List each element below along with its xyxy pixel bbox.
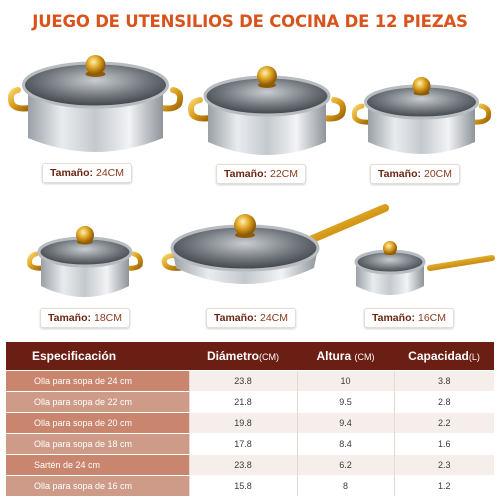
header-especificacion: Especificación [6,342,189,370]
table-row: Sartén de 24 cm 23.8 6.2 2.3 [6,453,494,475]
table-header-row: Especificación Diámetro(CM) Altura (CM) … [6,342,494,370]
header-diametro: Diámetro(CM) [189,342,297,370]
saucepan-16cm-icon [354,241,495,295]
size-label-22cm: Tamaño: 22CM [216,164,306,184]
stockpot-20cm-icon [351,77,492,154]
page-title: JUEGO DE UTENSILIOS DE COCINA DE 12 PIEZ… [32,12,468,31]
table-row: Olla para sopa de 16 cm 15.8 8 1.2 [6,474,494,496]
header-capacidad: Capacidad(L) [394,342,494,370]
stockpot-18cm-icon [27,226,143,297]
table-row: Olla para sopa de 20 cm 19.8 9.4 2.2 [6,411,494,433]
table-row: Olla para sopa de 18 cm 17.8 8.4 1.6 [6,432,494,454]
specification-table: Especificación Diámetro(CM) Altura (CM) … [6,342,494,496]
size-label-24cm: Tamaño: 24CM [42,163,132,183]
stockpot-22cm-icon [188,66,346,155]
size-label-16cm: Tamaño: 16CM [364,308,454,328]
table-row: Olla para sopa de 22 cm 21.8 9.5 2.8 [6,390,494,412]
header-altura: Altura (CM) [297,342,394,370]
stockpot-24cm-icon [8,55,183,152]
size-label-frying-pan-24cm: Tamaño: 24CM [206,308,296,328]
table-row: Olla para sopa de 24 cm 23.8 10 3.8 [6,369,494,391]
size-label-18cm: Tamaño: 18CM [40,308,130,328]
frying-pan-24cm-icon [161,204,389,284]
size-label-20cm: Tamaño: 20CM [370,164,460,184]
